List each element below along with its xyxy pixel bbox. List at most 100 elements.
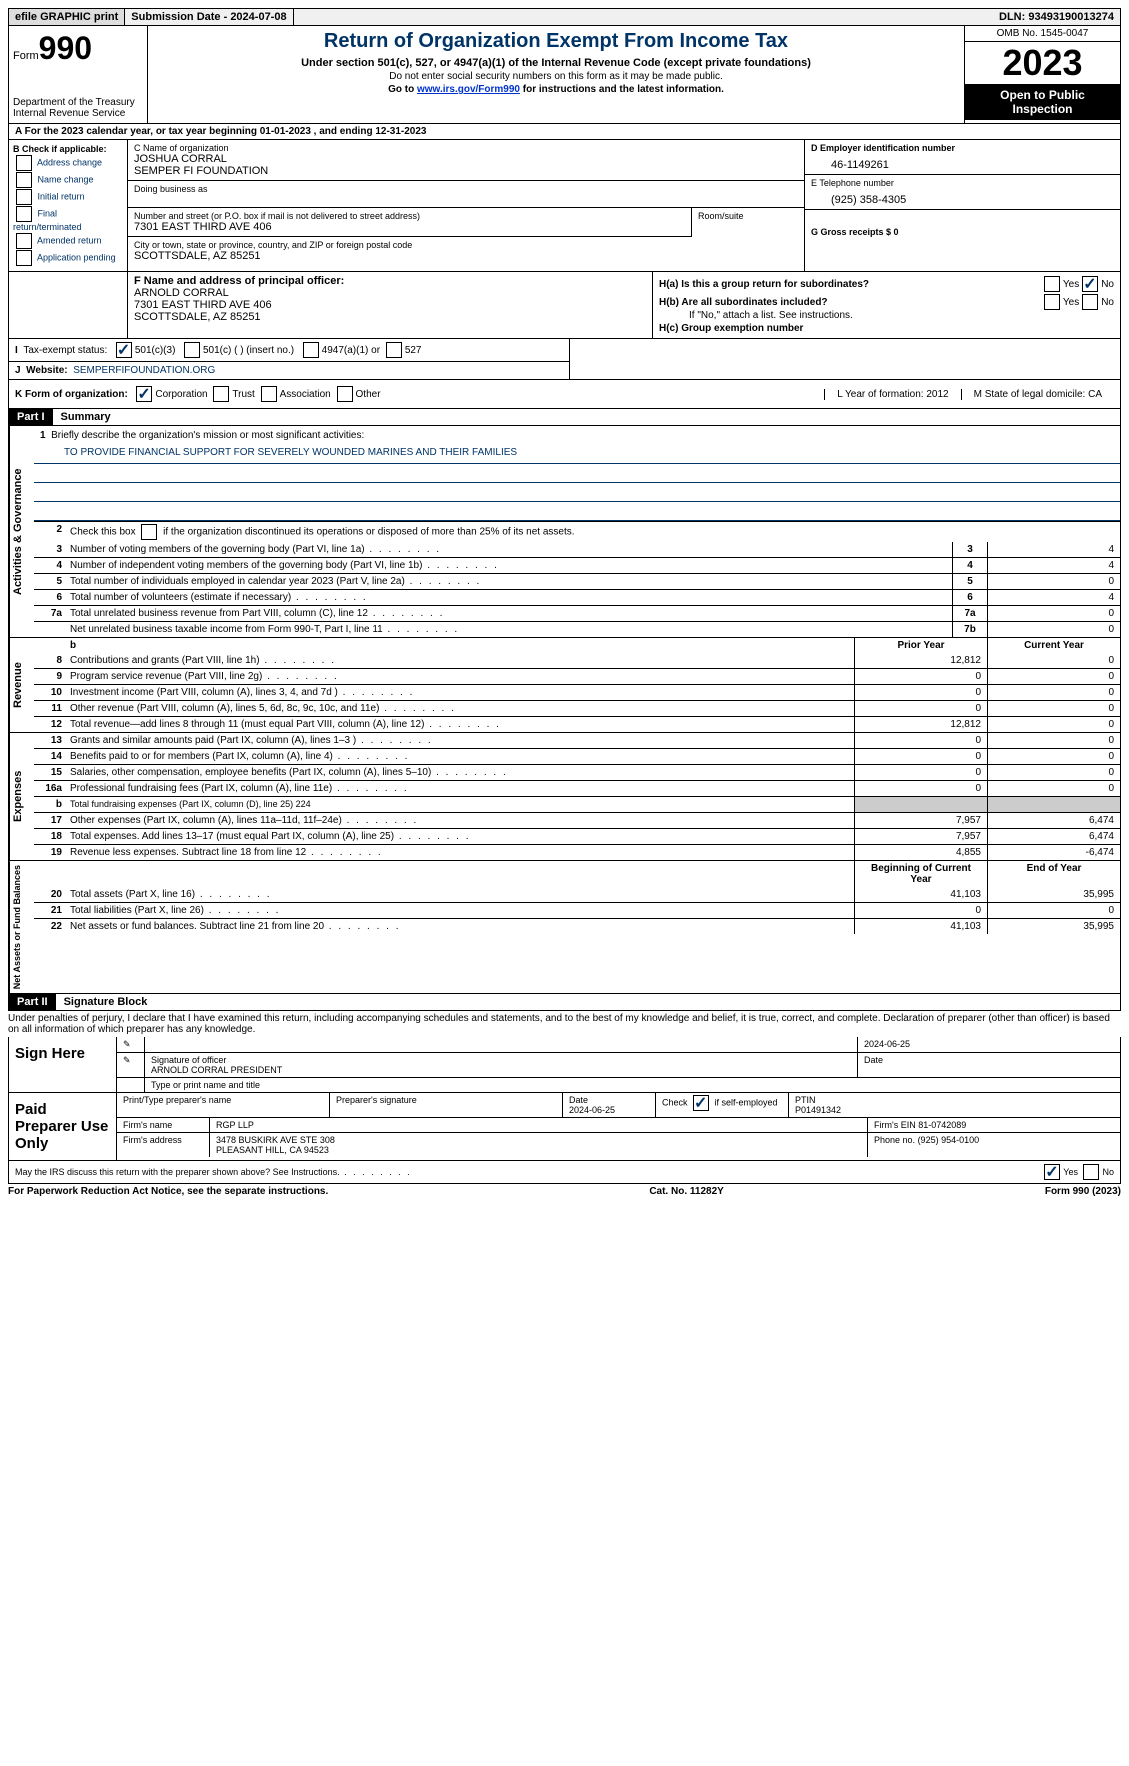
summary-line: 21Total liabilities (Part X, line 26)00	[34, 902, 1120, 918]
summary-line: 10Investment income (Part VIII, column (…	[34, 684, 1120, 700]
section-expenses: Expenses	[9, 733, 34, 860]
room-suite-cell: Room/suite	[692, 208, 804, 237]
sig-officer-label: Signature of officer	[151, 1055, 851, 1065]
section-governance: Activities & Governance	[9, 426, 34, 637]
chk-ha-yes[interactable]	[1044, 276, 1060, 292]
ein-cell: D Employer identification number 46-1149…	[805, 140, 1120, 175]
org-name-cell: C Name of organization JOSHUA CORRAL SEM…	[128, 140, 804, 181]
form-subtitle-1: Under section 501(c), 527, or 4947(a)(1)…	[152, 57, 960, 69]
chk-4947[interactable]	[303, 342, 319, 358]
col-end-year: End of Year	[987, 861, 1120, 887]
summary-line: 3Number of voting members of the governi…	[34, 542, 1120, 557]
footer-left: For Paperwork Reduction Act Notice, see …	[8, 1186, 328, 1197]
part1-header: Part I	[9, 409, 53, 425]
gross-receipts-cell: G Gross receipts $ 0	[805, 210, 1120, 240]
summary-line: 16aProfessional fundraising fees (Part I…	[34, 780, 1120, 796]
year-formation: L Year of formation: 2012	[824, 389, 960, 400]
line-2: Check this box if the organization disco…	[66, 522, 1120, 542]
submission-date: Submission Date - 2024-07-08	[125, 9, 293, 25]
sig-officer-name: ARNOLD CORRAL PRESIDENT	[151, 1065, 851, 1075]
chk-corp[interactable]	[136, 386, 152, 402]
dln-label: DLN: 93493190013274	[993, 9, 1120, 25]
top-bar: efile GRAPHIC print Submission Date - 20…	[8, 8, 1121, 26]
summary-line: 14Benefits paid to or for members (Part …	[34, 748, 1120, 764]
summary-line: 7aTotal unrelated business revenue from …	[34, 605, 1120, 621]
open-inspection-badge: Open to Public Inspection	[965, 84, 1120, 120]
chk-amended[interactable]: Amended return	[13, 233, 123, 249]
form-org-label: K Form of organization:	[15, 389, 128, 400]
chk-self-emp[interactable]	[693, 1095, 709, 1111]
self-emp-cell: Check if self-employed	[656, 1093, 789, 1117]
irs-link[interactable]: www.irs.gov/Form990	[417, 84, 520, 95]
website-row: J Website: SEMPERFIFOUNDATION.ORG	[9, 362, 569, 379]
sign-here-label: Sign Here	[9, 1037, 117, 1092]
summary-line: 11Other revenue (Part VIII, column (A), …	[34, 700, 1120, 716]
summary-line: 15Salaries, other compensation, employee…	[34, 764, 1120, 780]
summary-line: 13Grants and similar amounts paid (Part …	[34, 733, 1120, 748]
chk-hb-no[interactable]	[1082, 294, 1098, 310]
chk-501c[interactable]	[184, 342, 200, 358]
form-title: Return of Organization Exempt From Incom…	[152, 30, 960, 53]
box-h: H(a) Is this a group return for subordin…	[652, 272, 1120, 338]
form-number: Form990	[13, 30, 143, 67]
perjury-statement: Under penalties of perjury, I declare th…	[8, 1011, 1121, 1037]
summary-line: 18Total expenses. Add lines 13–17 (must …	[34, 828, 1120, 844]
chk-name-change[interactable]: Name change	[13, 172, 123, 188]
may-irs-discuss: May the IRS discuss this return with the…	[15, 1167, 1041, 1177]
chk-discuss-yes[interactable]	[1044, 1164, 1060, 1180]
dept-label: Department of the Treasury Internal Reve…	[13, 97, 143, 119]
form-header: Form990 Department of the Treasury Inter…	[8, 26, 1121, 124]
city-cell: City or town, state or province, country…	[128, 237, 804, 265]
summary-line: 17Other expenses (Part IX, column (A), l…	[34, 812, 1120, 828]
sign-date-top: 2024-06-25	[858, 1037, 1120, 1052]
paid-prep-label: Paid Preparer Use Only	[9, 1093, 117, 1160]
form-subtitle-2: Do not enter social security numbers on …	[152, 71, 960, 82]
footer-right: Form 990 (2023)	[1045, 1186, 1121, 1197]
phone-cell: E Telephone number (925) 358-4305	[805, 175, 1120, 210]
col-current-year: Current Year	[987, 638, 1120, 653]
chk-ha-no[interactable]	[1082, 276, 1098, 292]
box-b-checklist: B Check if applicable: Address change Na…	[9, 140, 128, 271]
dba-cell: Doing business as	[128, 181, 804, 208]
tax-year: 2023	[965, 42, 1120, 84]
summary-line: 4Number of independent voting members of…	[34, 557, 1120, 573]
chk-final-return[interactable]: Final return/terminated	[13, 206, 123, 232]
footer-mid: Cat. No. 11282Y	[649, 1186, 723, 1197]
chk-discuss-no[interactable]	[1083, 1164, 1099, 1180]
chk-527[interactable]	[386, 342, 402, 358]
form-link-line: Go to www.irs.gov/Form990 for instructio…	[152, 84, 960, 95]
chk-trust[interactable]	[213, 386, 229, 402]
summary-line: 9Program service revenue (Part VIII, lin…	[34, 668, 1120, 684]
part2-title: Signature Block	[56, 994, 156, 1010]
chk-discontinued[interactable]	[141, 524, 157, 540]
chk-other[interactable]	[337, 386, 353, 402]
summary-line: Net unrelated business taxable income fr…	[34, 621, 1120, 637]
prep-date: 2024-06-25	[569, 1105, 615, 1115]
summary-line: 20Total assets (Part X, line 16)41,10335…	[34, 887, 1120, 902]
tax-exempt-row: I Tax-exempt status: 501(c)(3) 501(c) ( …	[9, 339, 569, 362]
prep-name-label: Print/Type preparer's name	[117, 1093, 330, 1117]
chk-hb-yes[interactable]	[1044, 294, 1060, 310]
efile-button[interactable]: efile GRAPHIC print	[9, 9, 125, 25]
chk-address-change[interactable]: Address change	[13, 155, 123, 171]
section-revenue: Revenue	[9, 638, 34, 732]
chk-initial-return[interactable]: Initial return	[13, 189, 123, 205]
officer-cell: F Name and address of principal officer:…	[128, 272, 652, 326]
col-begin-year: Beginning of Current Year	[854, 861, 987, 887]
omb-number: OMB No. 1545-0047	[965, 26, 1120, 42]
firm-name: RGP LLP	[210, 1118, 868, 1132]
part1-title: Summary	[53, 409, 119, 425]
prep-sig-label: Preparer's signature	[330, 1093, 563, 1117]
street-cell: Number and street (or P.O. box if mail i…	[128, 208, 692, 237]
sig-date-label: Date	[858, 1053, 1120, 1077]
chk-501c3[interactable]	[116, 342, 132, 358]
chk-app-pending[interactable]: Application pending	[13, 250, 123, 266]
firm-addr1: 3478 BUSKIRK AVE STE 308	[216, 1135, 861, 1145]
summary-line: 22Net assets or fund balances. Subtract …	[34, 918, 1120, 934]
chk-assoc[interactable]	[261, 386, 277, 402]
summary-line: 8Contributions and grants (Part VIII, li…	[34, 653, 1120, 668]
ptin-value: P01491342	[795, 1105, 841, 1115]
firm-addr2: PLEASANT HILL, CA 94523	[216, 1145, 861, 1155]
summary-line: 5Total number of individuals employed in…	[34, 573, 1120, 589]
firm-ein: 81-0742089	[918, 1120, 966, 1130]
